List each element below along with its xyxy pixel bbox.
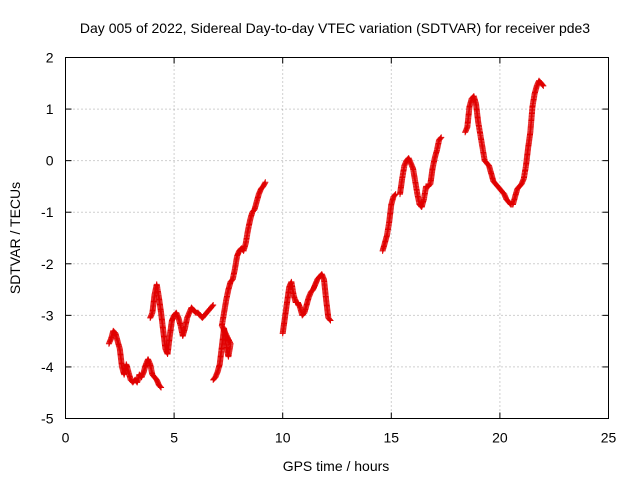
- x-tick-label: 5: [170, 430, 178, 446]
- y-axis-label: SDTVAR / TECUs: [7, 182, 23, 294]
- y-tick-label: 1: [46, 101, 54, 117]
- y-tick-label: -2: [41, 256, 54, 272]
- chart-title: Day 005 of 2022, Sidereal Day-to-day VTE…: [80, 20, 590, 36]
- data-point: [209, 302, 216, 309]
- x-tick-label: 10: [275, 430, 291, 446]
- y-tick-label: -3: [41, 307, 54, 323]
- data-point: [540, 82, 547, 89]
- data-point: [327, 317, 334, 324]
- data-marks: [105, 77, 547, 391]
- x-axis-label: GPS time / hours: [283, 458, 390, 474]
- data-point: [437, 135, 444, 142]
- y-tick-label: 0: [46, 153, 54, 169]
- y-tick-label: -4: [41, 359, 54, 375]
- data-point: [391, 192, 398, 199]
- x-tick-label: 20: [492, 430, 508, 446]
- x-tick-label: 15: [384, 430, 400, 446]
- data-point: [326, 316, 333, 323]
- data-point: [157, 383, 164, 390]
- data-point: [210, 302, 217, 309]
- data-point: [261, 180, 268, 187]
- grid: [65, 57, 609, 419]
- y-tick-label: 2: [46, 50, 54, 66]
- x-tick-label: 0: [62, 430, 70, 446]
- data-point: [539, 82, 546, 89]
- data-point: [438, 134, 445, 141]
- data-point: [262, 179, 269, 186]
- data-point: [158, 384, 165, 391]
- y-tick-label: -1: [41, 204, 54, 220]
- y-tick-label: -5: [41, 411, 54, 427]
- x-tick-label: 25: [601, 430, 617, 446]
- plot-frame: [65, 57, 609, 419]
